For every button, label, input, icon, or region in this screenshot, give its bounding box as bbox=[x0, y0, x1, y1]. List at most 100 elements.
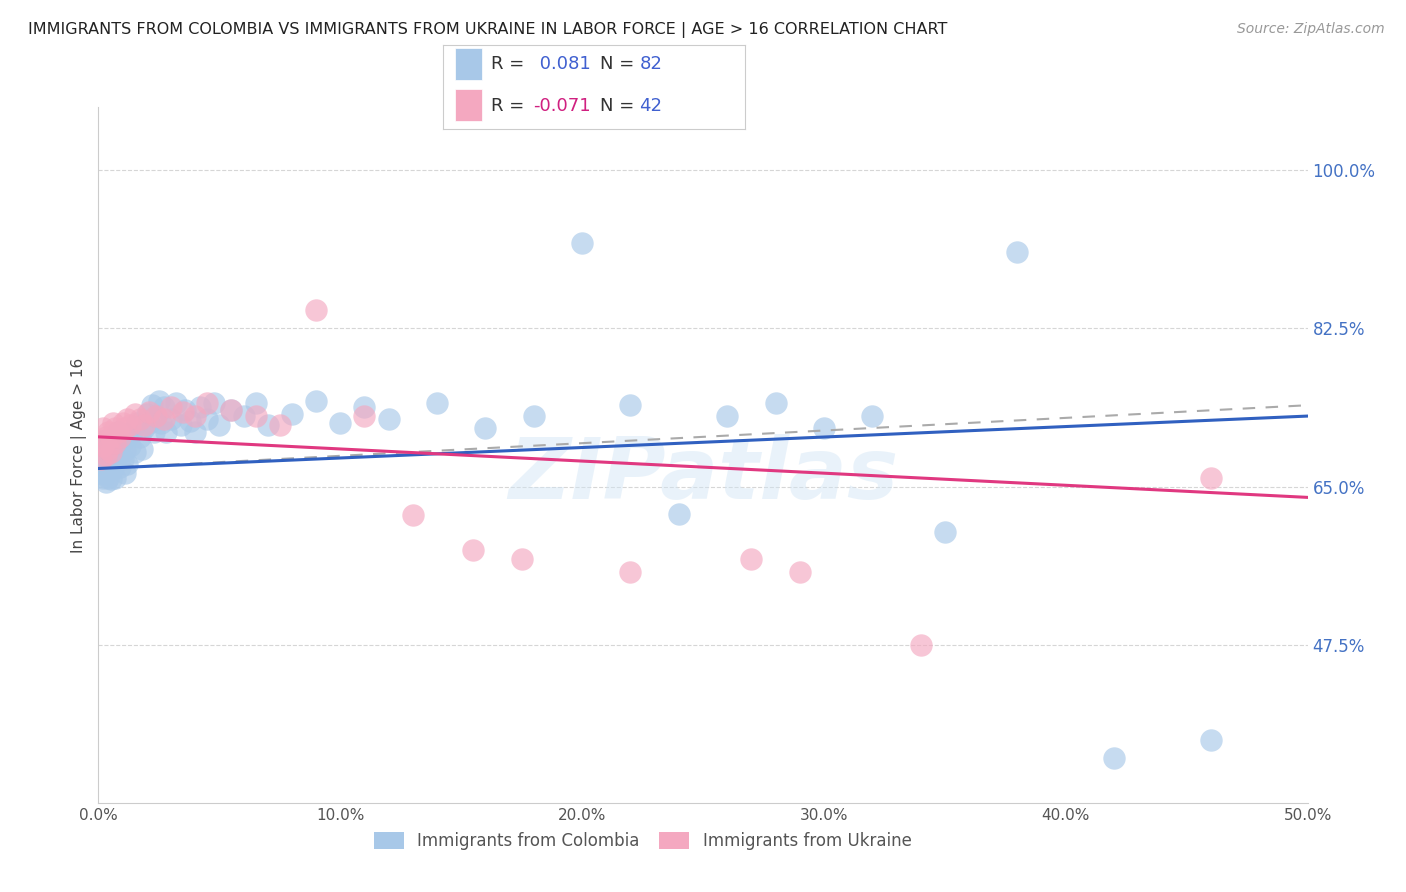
Point bbox=[91, 461, 114, 475]
Legend: Immigrants from Colombia, Immigrants from Ukraine: Immigrants from Colombia, Immigrants fro… bbox=[367, 826, 918, 857]
Point bbox=[135, 407, 157, 421]
Point bbox=[463, 542, 485, 557]
Point bbox=[716, 409, 738, 423]
Point bbox=[104, 421, 127, 435]
Point bbox=[143, 425, 166, 440]
Point bbox=[118, 418, 141, 433]
Point bbox=[145, 409, 167, 423]
Point bbox=[91, 434, 114, 449]
Point bbox=[134, 421, 156, 435]
Point bbox=[138, 405, 160, 419]
Point bbox=[174, 402, 197, 417]
Point bbox=[860, 409, 883, 423]
Point bbox=[104, 439, 127, 453]
Point bbox=[934, 524, 956, 539]
Point bbox=[141, 398, 163, 412]
Point bbox=[195, 396, 218, 410]
Point bbox=[100, 472, 122, 486]
Point bbox=[138, 417, 160, 431]
Point bbox=[402, 508, 425, 523]
Point bbox=[118, 439, 141, 453]
Point bbox=[124, 445, 146, 459]
Point bbox=[128, 430, 150, 444]
Point bbox=[179, 415, 201, 429]
Point bbox=[232, 409, 254, 423]
Point bbox=[1007, 244, 1029, 259]
Point bbox=[150, 417, 173, 431]
Point bbox=[221, 402, 243, 417]
Point bbox=[131, 442, 153, 456]
Point bbox=[510, 551, 533, 566]
Text: IMMIGRANTS FROM COLOMBIA VS IMMIGRANTS FROM UKRAINE IN LABOR FORCE | AGE > 16 CO: IMMIGRANTS FROM COLOMBIA VS IMMIGRANTS F… bbox=[28, 22, 948, 38]
Point bbox=[100, 457, 122, 471]
Point bbox=[184, 425, 207, 440]
Point bbox=[148, 393, 170, 408]
Point bbox=[101, 417, 124, 431]
Text: ZIPatlas: ZIPatlas bbox=[508, 434, 898, 517]
Point bbox=[124, 407, 146, 421]
Point bbox=[90, 452, 112, 467]
Point bbox=[90, 466, 112, 480]
Text: N =: N = bbox=[600, 96, 640, 114]
Point bbox=[426, 396, 449, 410]
Point bbox=[152, 400, 174, 414]
Point bbox=[281, 407, 304, 421]
Point bbox=[101, 448, 124, 462]
Point bbox=[152, 411, 174, 425]
Point bbox=[91, 448, 114, 462]
Point bbox=[329, 417, 352, 431]
Point bbox=[571, 235, 593, 250]
Point bbox=[97, 445, 120, 459]
Point bbox=[134, 418, 156, 433]
Text: Source: ZipAtlas.com: Source: ZipAtlas.com bbox=[1237, 22, 1385, 37]
Point bbox=[117, 457, 139, 471]
Point bbox=[1199, 470, 1222, 484]
Point bbox=[114, 466, 136, 480]
Text: 42: 42 bbox=[640, 96, 662, 114]
Point bbox=[165, 396, 187, 410]
Point bbox=[377, 411, 399, 425]
Point bbox=[910, 638, 932, 652]
Point bbox=[97, 442, 120, 456]
Point bbox=[107, 425, 129, 440]
Point bbox=[127, 417, 149, 431]
Point bbox=[111, 434, 134, 449]
Point bbox=[474, 421, 496, 435]
Point bbox=[90, 439, 112, 453]
Point bbox=[353, 400, 375, 414]
Point bbox=[111, 417, 134, 431]
Point bbox=[353, 409, 375, 423]
Point bbox=[195, 411, 218, 425]
Point bbox=[90, 434, 112, 449]
Point bbox=[740, 551, 762, 566]
Point bbox=[221, 402, 243, 417]
Point bbox=[94, 448, 117, 462]
Point bbox=[523, 409, 546, 423]
Point bbox=[100, 442, 122, 456]
Point bbox=[108, 439, 131, 453]
Point bbox=[104, 470, 127, 484]
Point bbox=[107, 425, 129, 440]
Text: N =: N = bbox=[600, 55, 640, 73]
Point bbox=[184, 409, 207, 423]
Text: -0.071: -0.071 bbox=[534, 96, 591, 114]
Point bbox=[245, 396, 267, 410]
Point bbox=[269, 418, 291, 433]
Point bbox=[107, 448, 129, 462]
Point bbox=[91, 470, 114, 484]
Point bbox=[668, 507, 690, 521]
Point bbox=[94, 463, 117, 477]
Point bbox=[813, 421, 835, 435]
Point bbox=[256, 418, 278, 433]
Point bbox=[619, 398, 641, 412]
Point bbox=[172, 405, 194, 419]
Point bbox=[1102, 750, 1125, 764]
Point bbox=[94, 450, 117, 465]
Point bbox=[204, 396, 226, 410]
Point bbox=[91, 439, 114, 453]
Point bbox=[104, 454, 127, 468]
Point bbox=[245, 409, 267, 423]
Point bbox=[111, 452, 134, 467]
Point bbox=[117, 430, 139, 444]
Point bbox=[789, 566, 811, 580]
